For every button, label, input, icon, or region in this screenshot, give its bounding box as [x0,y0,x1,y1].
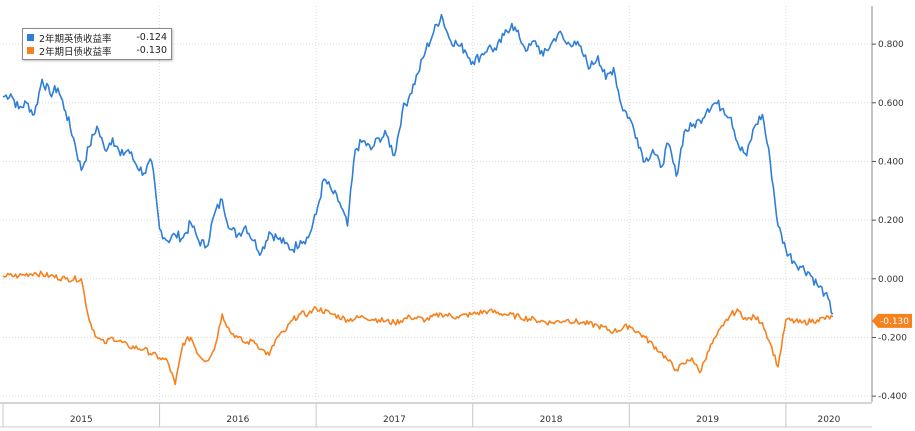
y-axis: -0.400 -0.200 0.000 0.200 0.400 0.600 0.800 [872,40,907,402]
x-tick-label: 2017 [383,415,406,425]
x-tick-label: 2015 [70,415,93,425]
x-tick-label: 2018 [540,415,563,425]
legend-item-uk-2y: 2年期英债收益率 -0.124 [27,31,167,45]
y-tick-label: 0.200 [878,216,904,226]
last-value-label-jp-2y: -0.130 [880,317,909,327]
legend-value-uk-2y: -0.124 [136,32,167,43]
y-tick-label: -0.400 [878,392,907,402]
y-tick-label: 0.400 [878,157,904,167]
y-tick-label: 0.800 [878,40,904,50]
x-tick-label: 2016 [226,415,249,425]
last-value-badge-jp-2y [872,313,912,328]
plot-frame [0,6,873,428]
x-axis: 2015 2016 2017 2018 2019 2020 [2,403,841,427]
legend-label-jp-2y: 2年期日债收益率 [39,46,112,58]
legend-swatch-uk-2y [27,34,34,41]
legend-item-jp-2y: 2年期日债收益率 -0.130 [27,44,167,58]
legend-value-jp-2y: -0.130 [136,45,167,56]
legend-swatch-jp-2y [27,47,34,54]
series-line-uk-2y [2,14,834,315]
grid-lines [3,6,872,402]
y-tick-label: -0.200 [878,333,907,343]
legend: 2年期英债收益率 -0.124 2年期日债收益率 -0.130 [22,28,172,60]
series-line-jp-2y [2,270,834,386]
y-tick-label: 0.000 [878,275,904,285]
series-lines [2,14,834,386]
x-tick-label: 2019 [696,415,719,425]
y-tick-label: 0.600 [878,99,904,109]
legend-label-uk-2y: 2年期英债收益率 [39,33,112,45]
last-value-markers: -0.130 [872,313,912,328]
x-tick-label: 2020 [817,415,840,425]
